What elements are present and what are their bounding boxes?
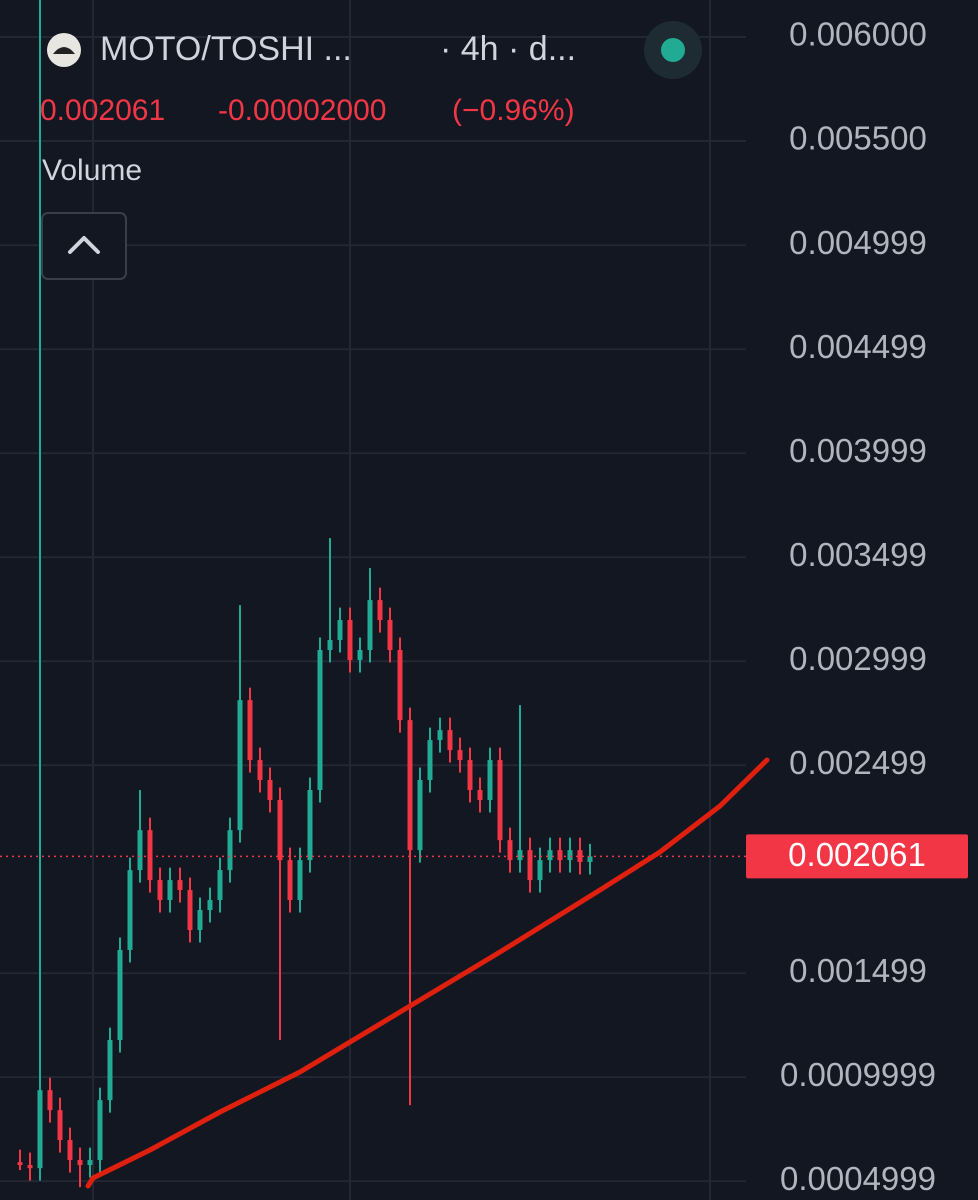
candle-body	[237, 700, 243, 831]
candle-body	[357, 650, 363, 661]
y-tick-label: 0.004999	[789, 224, 927, 261]
y-tick-label: 0.006000	[789, 16, 927, 53]
price-tag-label: 0.002061	[788, 836, 926, 873]
interval[interactable]: · 4h · d...	[440, 30, 576, 68]
candle-body	[57, 1110, 63, 1141]
candle-body	[397, 650, 403, 721]
candle-body	[507, 840, 513, 861]
candle-body	[217, 870, 223, 901]
trend-line-annotation	[85, 757, 770, 1189]
candle-body	[157, 880, 163, 901]
y-tick-label: 0.0004999	[780, 1160, 936, 1197]
candle-body	[437, 730, 443, 741]
price-axis: 0.006000 0.005500 0.004999 0.004499 0.003999…	[780, 16, 936, 1197]
candle-body	[187, 890, 193, 931]
candle-body	[407, 720, 413, 851]
candle-body	[117, 949, 123, 1041]
collapse-button[interactable]	[41, 212, 127, 280]
symbol-title[interactable]: MOTO/TOSHI ...	[100, 30, 352, 68]
candle-body	[167, 880, 173, 901]
price-change-percent: (−0.96%)	[452, 94, 575, 127]
price-change: -0.00002000	[218, 94, 387, 127]
candle-body	[367, 600, 373, 651]
indicator-label[interactable]: Volume	[42, 154, 142, 187]
candle-body	[287, 860, 293, 901]
candle-body	[427, 740, 433, 781]
candles	[17, 0, 593, 1188]
candle-body	[77, 1160, 83, 1166]
candle-body	[137, 830, 143, 871]
candle-body	[327, 640, 333, 651]
candle-body	[177, 880, 183, 891]
candle-body	[547, 850, 553, 861]
candle-body	[487, 760, 493, 800]
candle-body	[97, 1100, 103, 1161]
y-tick-label: 0.001499	[789, 952, 927, 989]
candle-body	[17, 1162, 23, 1166]
candle-body	[267, 780, 273, 800]
candle-body	[467, 760, 473, 791]
status-dot	[661, 38, 685, 62]
candle-body	[567, 850, 573, 861]
y-tick-label: 0.002999	[789, 640, 927, 677]
candle-body	[127, 870, 133, 950]
candle-body	[27, 1165, 33, 1169]
candle-body	[577, 850, 583, 862]
candle-body	[497, 760, 503, 841]
candle-body	[537, 860, 543, 881]
candle-body	[457, 750, 463, 761]
y-tick-label: 0.002499	[789, 744, 927, 781]
candle-body	[377, 600, 383, 621]
candle-body	[317, 650, 323, 791]
candle-body	[447, 730, 453, 751]
chevron-up-icon	[68, 236, 100, 254]
candle-body	[277, 800, 283, 861]
y-tick-label: 0.005500	[789, 120, 927, 157]
candle-body	[347, 620, 353, 661]
candle-body	[557, 850, 563, 861]
candle-body	[337, 620, 343, 641]
candle-body	[587, 856, 593, 862]
candle-body	[517, 850, 523, 861]
y-tick-label: 0.004499	[789, 328, 927, 365]
candle-body	[297, 860, 303, 901]
last-price: 0.002061	[40, 94, 165, 127]
candle-body	[107, 1040, 113, 1101]
price-tag	[746, 834, 968, 879]
y-tick-label: 0.003499	[789, 536, 927, 573]
candle-body	[227, 830, 233, 871]
candle-body	[417, 780, 423, 851]
candle-body	[87, 1160, 93, 1166]
symbol-icon-face	[53, 47, 75, 54]
candle-body	[47, 1090, 53, 1111]
candle-body	[477, 790, 483, 800]
candle-body	[207, 900, 213, 911]
candle-body	[197, 910, 203, 931]
candle-body	[527, 850, 533, 881]
y-tick-label: 0.0009999	[780, 1056, 936, 1093]
candle-body	[247, 700, 253, 761]
candle-body	[147, 830, 153, 881]
candle-body	[307, 790, 313, 861]
candle-body	[37, 1090, 43, 1169]
header: MOTO/TOSHI ... · 4h · d... 0.002061 -0.0…	[40, 21, 702, 280]
candle-body	[387, 620, 393, 651]
y-tick-label: 0.003999	[789, 432, 927, 469]
candle-body	[67, 1140, 73, 1161]
candle-body	[257, 760, 263, 781]
